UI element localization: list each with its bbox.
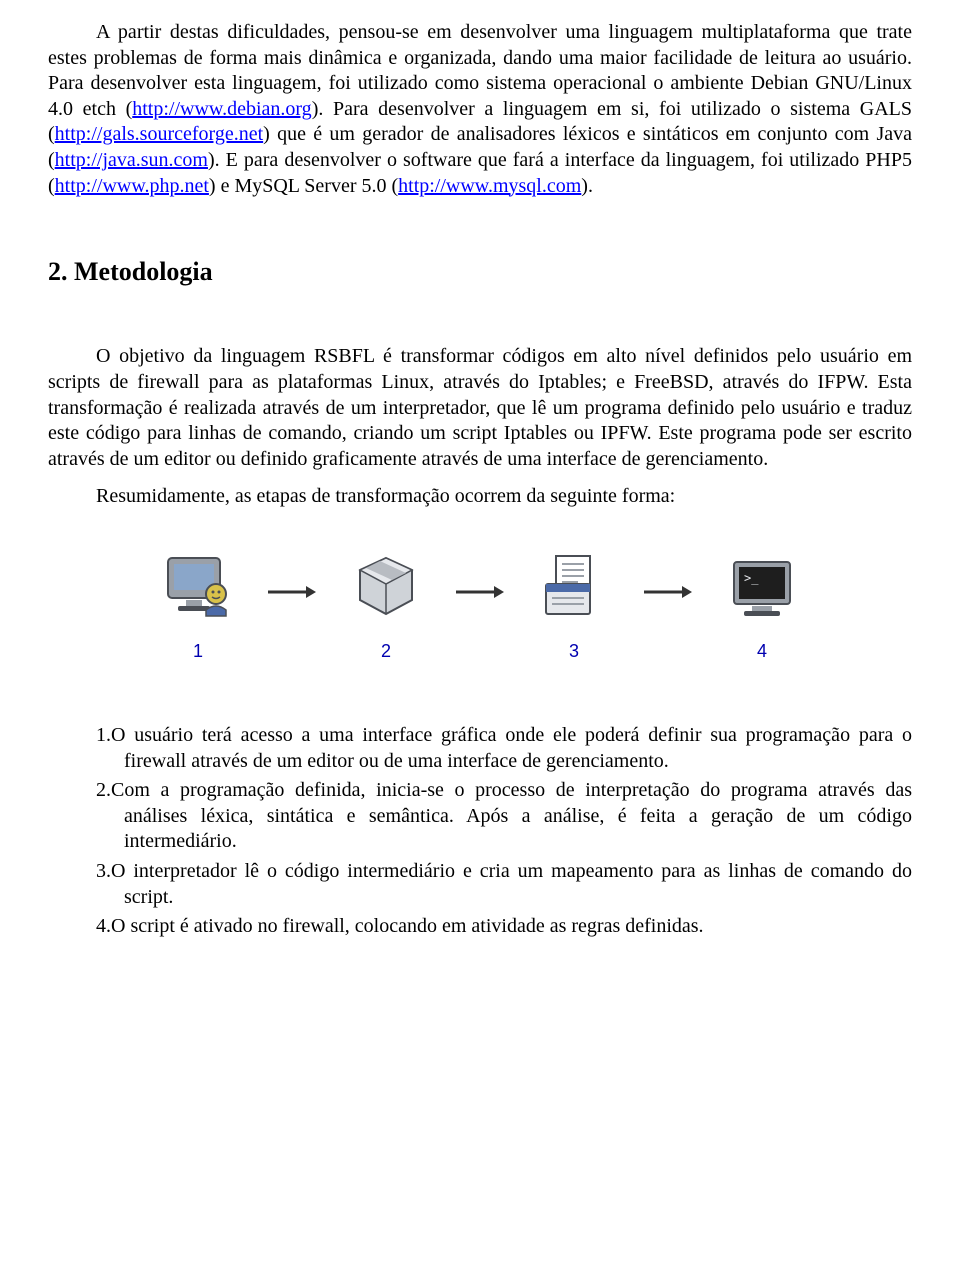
link-java[interactable]: http://java.sun.com: [55, 149, 208, 171]
arrow-icon: [268, 585, 316, 599]
text-run: ).: [581, 175, 593, 197]
flow-stage-1: 1: [162, 550, 234, 663]
svg-text:>_: >_: [744, 571, 759, 585]
package-icon: [350, 550, 422, 622]
flow-stage-number: 3: [569, 640, 579, 663]
step-text: O script é ativado no firewall, colocand…: [111, 915, 704, 937]
paragraph-resumo: Resumidamente, as etapas de transformaçã…: [96, 484, 912, 510]
step-text: O interpretador lê o código intermediári…: [111, 860, 912, 908]
link-debian[interactable]: http://www.debian.org: [132, 98, 311, 120]
flow-stage-number: 2: [381, 640, 391, 663]
flow-stage-3: 3: [538, 550, 610, 663]
flow-stage-number: 1: [193, 640, 203, 663]
flow-stage-2: 2: [350, 550, 422, 663]
step-text: Com a programação definida, inicia-se o …: [111, 779, 912, 852]
arrow-icon: [456, 585, 504, 599]
link-gals[interactable]: http://gals.sourceforge.net: [55, 123, 263, 145]
step-text: O usuário terá acesso a uma interface gr…: [111, 724, 912, 772]
steps-list: 1.O usuário terá acesso a uma interface …: [48, 723, 912, 940]
step-item-2: 2.Com a programação definida, inicia-se …: [96, 778, 912, 855]
arrow-icon: [644, 585, 692, 599]
step-prefix: 2.: [96, 779, 111, 801]
paragraph-intro: A partir destas dificuldades, pensou-se …: [48, 20, 912, 199]
step-prefix: 4.: [96, 915, 111, 937]
monitor-user-icon: [162, 550, 234, 622]
step-prefix: 1.: [96, 724, 111, 746]
document-window-icon: [538, 550, 610, 622]
section-heading-metodologia: 2. Metodologia: [48, 255, 912, 288]
link-mysql[interactable]: http://www.mysql.com: [398, 175, 581, 197]
step-item-4: 4.O script é ativado no firewall, coloca…: [96, 914, 912, 940]
step-prefix: 3.: [96, 860, 111, 882]
step-item-1: 1.O usuário terá acesso a uma interface …: [96, 723, 912, 774]
terminal-icon: >_: [726, 550, 798, 622]
transformation-flowchart: 1 2: [48, 550, 912, 663]
paragraph-metodologia: O objetivo da linguagem RSBFL é transfor…: [48, 344, 912, 472]
link-php[interactable]: http://www.php.net: [55, 175, 209, 197]
text-run: ) e MySQL Server 5.0 (: [209, 175, 398, 197]
step-item-3: 3.O interpretador lê o código intermediá…: [96, 859, 912, 910]
flow-stage-number: 4: [757, 640, 767, 663]
flow-stage-4: >_ 4: [726, 550, 798, 663]
